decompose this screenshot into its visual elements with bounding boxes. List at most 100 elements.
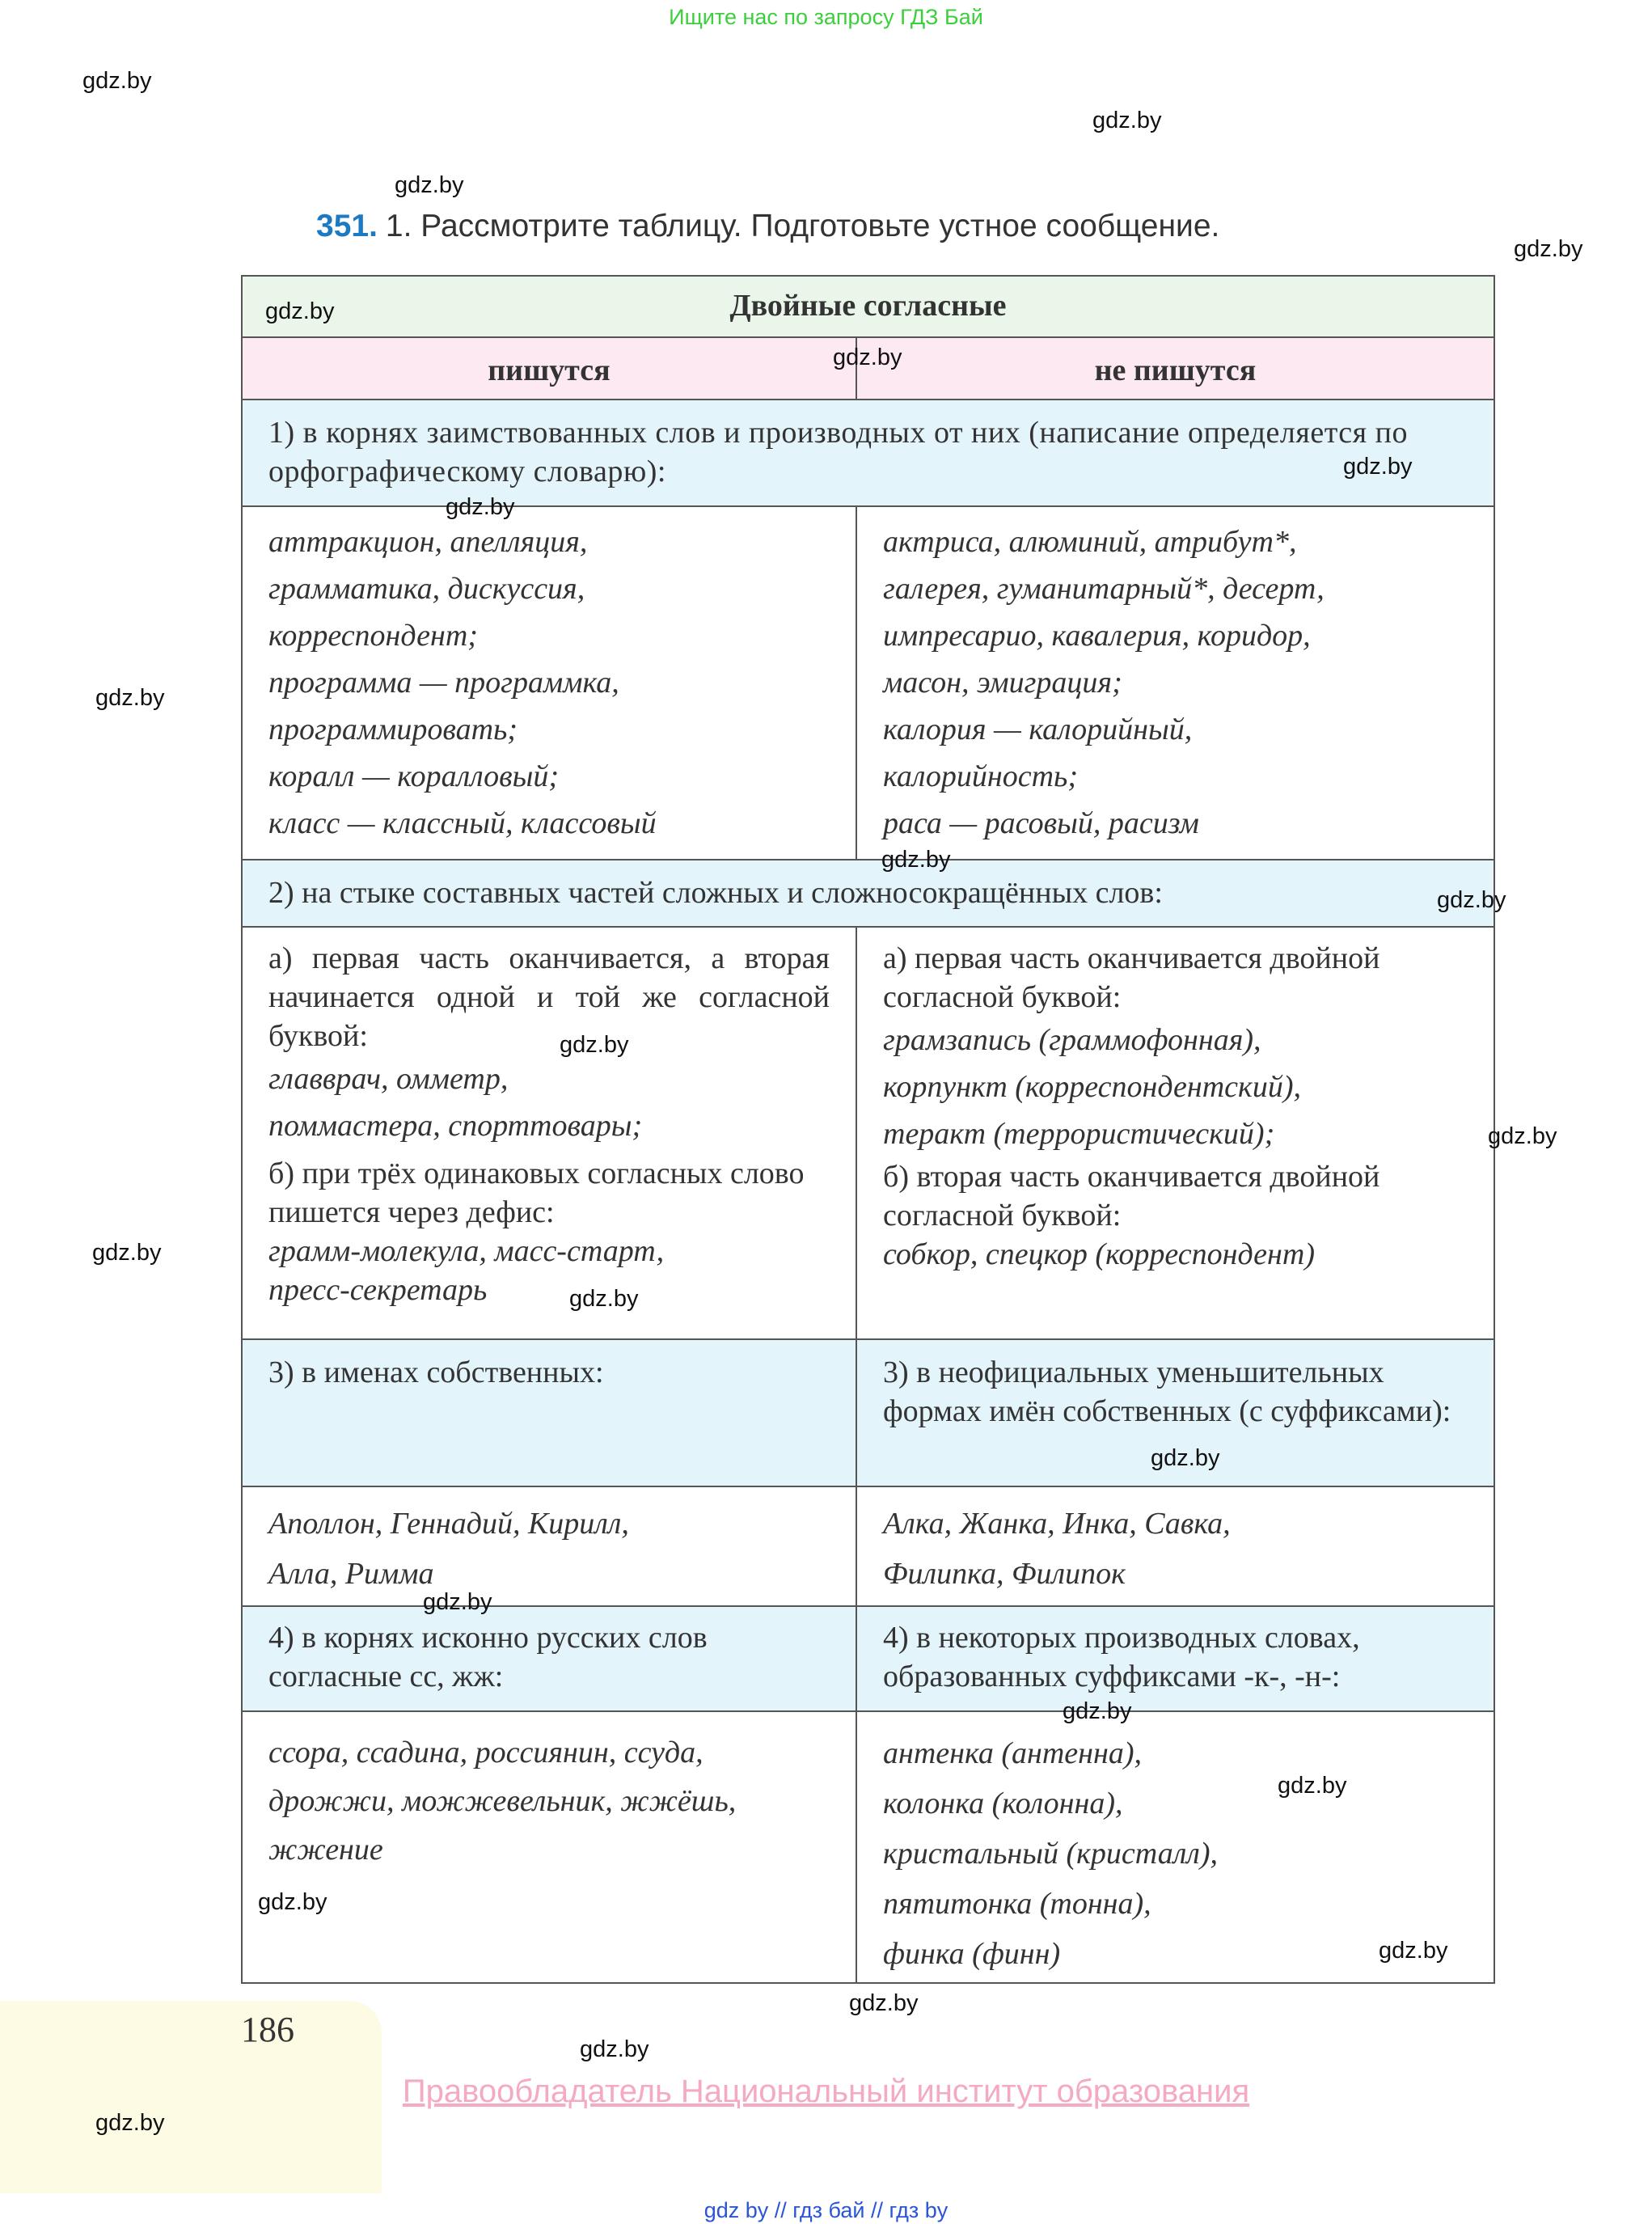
example-line: грамзапись (граммофонная), xyxy=(883,1023,1261,1057)
section1-heading: 1) в корнях заимствованных слов и произв… xyxy=(268,416,1408,488)
section2-heading-row: 2) на стыке составных частей сложных и с… xyxy=(243,860,1494,928)
footer-links[interactable]: gdz by // гдз бай // гдз by xyxy=(703,2198,949,2222)
page-number: 186 xyxy=(241,2010,294,2049)
watermark: gdz.by xyxy=(265,298,335,324)
watermark: gdz.by xyxy=(1488,1123,1557,1149)
section1-right-examples: актриса, алюминий, атрибут*, галерея, гум… xyxy=(857,507,1494,859)
section2-right: а) первая часть оканчивается двойной сог… xyxy=(857,928,1494,1338)
example-line: раса — расовый, расизм xyxy=(883,806,1199,840)
watermark: gdz.by xyxy=(569,1286,639,1312)
example-line: аттракцион, апелляция, xyxy=(268,525,588,559)
watermark: gdz.by xyxy=(833,345,902,370)
table-header-row: пишутся не пишутся xyxy=(243,338,1494,400)
section2-left-a-examples: главврач, омметр, поммастера, спорттовары… xyxy=(268,1055,830,1149)
section2-left-b-examples: грамм-молекула, масс-старт, пресс-секрета… xyxy=(268,1232,830,1309)
section2-right-a-examples: грамзапись (граммофонная), корпункт (корр… xyxy=(883,1017,1468,1157)
example-line: калорийность; xyxy=(883,759,1078,793)
watermark: gdz.by xyxy=(1278,1773,1347,1799)
example-line: калория — калорийный, xyxy=(883,712,1193,746)
example-line: Алка, Жанка, Инка, Савка, xyxy=(883,1507,1231,1541)
watermark: gdz.by xyxy=(258,1889,327,1915)
example-line: колонка (колонна), xyxy=(883,1786,1123,1820)
example-line: пресс-секретарь xyxy=(268,1273,488,1307)
column-header-written: пишутся xyxy=(243,338,857,399)
example-line: Аполлон, Геннадий, Кирилл, xyxy=(268,1507,629,1541)
watermark: gdz.by xyxy=(446,494,515,520)
section2-left-a-rule: а) первая часть оканчивается, а вторая н… xyxy=(268,941,830,1053)
watermark: gdz.by xyxy=(1514,236,1583,262)
section3-examples-row: Аполлон, Геннадий, Кирилл, Алла, Римма Ал… xyxy=(243,1487,1494,1607)
column-header-not-written: не пишутся xyxy=(1094,353,1257,387)
section2-left: а) первая часть оканчивается, а вторая н… xyxy=(243,928,857,1338)
section4-left-heading: 4) в корнях исконно русских слов согласн… xyxy=(243,1607,857,1710)
watermark: gdz.by xyxy=(580,2036,649,2062)
example-line: корреспондент; xyxy=(268,619,478,653)
table-title-row: Двойные согласные xyxy=(243,277,1494,338)
task-text: 1. Рассмотрите таблицу. Подготовьте устн… xyxy=(385,209,1220,243)
watermark: gdz.by xyxy=(82,68,152,94)
watermark: gdz.by xyxy=(92,1240,162,1266)
section2-heading: 2) на стыке составных частей сложных и с… xyxy=(268,876,1163,910)
example-line: грамматика, дискуссия, xyxy=(268,572,585,606)
example-line: коралл — коралловый; xyxy=(268,759,560,793)
section4-left-examples: ссора, ссадина, россиянин, ссуда, дрожжи,… xyxy=(243,1712,857,1982)
example-line: главврач, омметр, xyxy=(268,1062,509,1096)
task-heading: 351. 1. Рассмотрите таблицу. Подготовьте … xyxy=(316,209,1219,244)
page-corner-decoration xyxy=(0,2001,382,2193)
example-line: грамм-молекула, масс-старт, xyxy=(268,1234,665,1268)
watermark: gdz.by xyxy=(95,685,165,711)
example-line: кристальный (кристалл), xyxy=(883,1837,1218,1871)
section1-examples-row: аттракцион, апелляция, грамматика, дискус… xyxy=(243,507,1494,860)
example-line: антенка (антенна), xyxy=(883,1736,1143,1770)
section1-left-examples: аттракцион, апелляция, грамматика, дискус… xyxy=(243,507,857,859)
example-line: теракт (террористический); xyxy=(883,1117,1275,1151)
copyright-link[interactable]: Правообладатель Национальный институт об… xyxy=(402,2074,1250,2109)
section4-right-examples: антенка (антенна), колонка (колонна), крис… xyxy=(857,1712,1494,1982)
example-line: импресарио, кавалерия, коридор, xyxy=(883,619,1311,653)
section2-left-b-rule: б) при трёх одинаковых согласных слово п… xyxy=(268,1156,805,1229)
section4-right-heading: 4) в некоторых производных словах, образ… xyxy=(883,1621,1360,1693)
example-line: Алла, Римма xyxy=(268,1557,434,1591)
watermark: gdz.by xyxy=(423,1589,492,1615)
watermark: gdz.by xyxy=(1343,454,1413,480)
watermark: gdz.by xyxy=(560,1032,629,1058)
table-title: Двойные согласные xyxy=(729,289,1007,323)
section4-examples-row: ссора, ссадина, россиянин, ссуда, дрожжи,… xyxy=(243,1712,1494,1982)
section3-right-heading: 3) в неофициальных уменьшительных формах… xyxy=(883,1355,1451,1428)
example-line: программировать; xyxy=(268,712,518,746)
example-line: жжение xyxy=(268,1833,383,1867)
watermark: gdz.by xyxy=(1063,1698,1132,1724)
section4-heading-row: 4) в корнях исконно русских слов согласн… xyxy=(243,1607,1494,1712)
section3-heading-row: 3) в именах собственных: 3) в неофициаль… xyxy=(243,1340,1494,1487)
example-line: пятитонка (тонна), xyxy=(883,1887,1151,1921)
example-line: финка (финн) xyxy=(883,1937,1061,1971)
example-line: галерея, гуманитарный*, десерт, xyxy=(883,572,1325,606)
watermark: gdz.by xyxy=(1151,1445,1220,1471)
section1-heading-row: 1) в корнях заимствованных слов и произв… xyxy=(243,400,1494,507)
watermark: gdz.by xyxy=(1437,887,1506,913)
example-line: масон, эмиграция; xyxy=(883,666,1122,700)
task-number: 351. xyxy=(316,209,378,243)
section2-right-b-examples: собкор, спецкор (корреспондент) xyxy=(883,1235,1468,1274)
watermark: gdz.by xyxy=(95,2110,165,2136)
watermark: gdz.by xyxy=(1092,108,1162,133)
example-line: актриса, алюминий, атрибут*, xyxy=(883,525,1297,559)
section3-left-heading: 3) в именах собственных: xyxy=(243,1340,857,1486)
section2-right-a-rule: а) первая часть оканчивается двойной сог… xyxy=(883,941,1380,1014)
example-line: ссора, ссадина, россиянин, ссуда, xyxy=(268,1736,703,1769)
watermark: gdz.by xyxy=(849,1990,919,2016)
watermark: gdz.by xyxy=(881,847,951,873)
watermark: gdz.by xyxy=(395,172,464,198)
watermark: gdz.by xyxy=(1379,1938,1448,1964)
example-line: Филипка, Филипок xyxy=(883,1557,1126,1591)
example-line: программа — программка, xyxy=(268,666,619,700)
search-banner: Ищите нас по запросу ГДЗ Бай xyxy=(669,5,983,29)
example-line: дрожжи, можжевельник, жжёшь, xyxy=(268,1784,737,1818)
example-line: класс — классный, классовый xyxy=(268,806,657,840)
double-consonants-table: Двойные согласные пишутся не пишутся 1) … xyxy=(241,275,1495,1984)
example-line: поммастера, спорттовары; xyxy=(268,1109,643,1143)
section2-examples-row: а) первая часть оканчивается, а вторая н… xyxy=(243,928,1494,1340)
example-line: собкор, спецкор (корреспондент) xyxy=(883,1237,1315,1271)
section3-right-examples: Алка, Жанка, Инка, Савка, Филипка, Филипо… xyxy=(857,1487,1494,1605)
section2-right-b-rule: б) вторая часть оканчивается двойной сог… xyxy=(883,1160,1380,1233)
